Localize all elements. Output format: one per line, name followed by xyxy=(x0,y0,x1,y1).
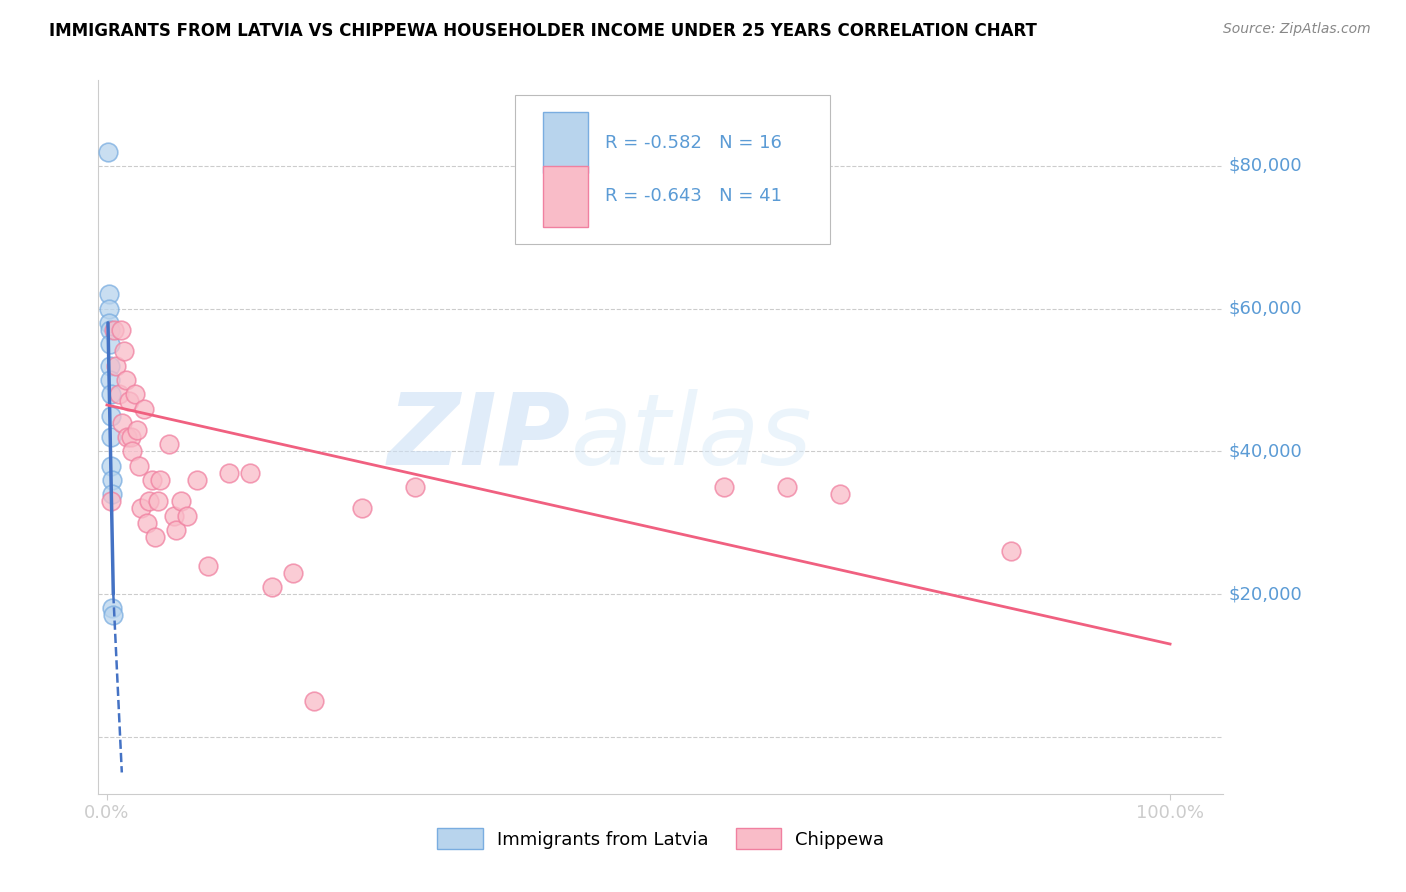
Point xyxy=(713,480,735,494)
Point xyxy=(97,145,120,159)
Point xyxy=(103,323,125,337)
Point xyxy=(98,323,121,337)
Point xyxy=(118,394,141,409)
Text: Source: ZipAtlas.com: Source: ZipAtlas.com xyxy=(1223,22,1371,37)
Point xyxy=(115,373,138,387)
Point xyxy=(218,466,240,480)
Point xyxy=(1000,544,1022,558)
Text: R = -0.643   N = 41: R = -0.643 N = 41 xyxy=(605,187,782,205)
Point xyxy=(239,466,262,480)
Text: atlas: atlas xyxy=(571,389,813,485)
Point xyxy=(98,316,121,330)
Point xyxy=(136,516,159,530)
Point xyxy=(170,494,193,508)
Point xyxy=(103,608,125,623)
Point xyxy=(110,323,132,337)
Point xyxy=(186,473,208,487)
Point xyxy=(138,494,160,508)
Point xyxy=(120,430,142,444)
Text: ZIP: ZIP xyxy=(388,389,571,485)
Point xyxy=(830,487,852,501)
Point xyxy=(98,373,121,387)
Point xyxy=(260,580,283,594)
Point xyxy=(157,437,180,451)
Point xyxy=(134,401,156,416)
Point xyxy=(98,287,121,301)
Text: $20,000: $20,000 xyxy=(1229,585,1302,603)
Text: $40,000: $40,000 xyxy=(1229,442,1302,460)
Point xyxy=(100,409,122,423)
Text: IMMIGRANTS FROM LATVIA VS CHIPPEWA HOUSEHOLDER INCOME UNDER 25 YEARS CORRELATION: IMMIGRANTS FROM LATVIA VS CHIPPEWA HOUSE… xyxy=(49,22,1038,40)
Point xyxy=(404,480,426,494)
Point xyxy=(149,473,172,487)
Point xyxy=(100,387,122,401)
Point xyxy=(98,337,121,351)
Point xyxy=(302,694,325,708)
Point xyxy=(100,494,122,508)
FancyBboxPatch shape xyxy=(543,166,588,227)
Point xyxy=(98,301,121,316)
Point xyxy=(115,430,138,444)
Point xyxy=(100,458,122,473)
Point xyxy=(112,344,135,359)
Point xyxy=(105,359,128,373)
Point xyxy=(143,530,166,544)
Point xyxy=(101,487,124,501)
Point xyxy=(98,359,121,373)
Point xyxy=(352,501,374,516)
Point xyxy=(141,473,163,487)
Point xyxy=(197,558,219,573)
Point xyxy=(176,508,198,523)
Legend: Immigrants from Latvia, Chippewa: Immigrants from Latvia, Chippewa xyxy=(430,821,891,856)
Point xyxy=(100,430,122,444)
Point xyxy=(101,601,124,615)
Point xyxy=(107,387,129,401)
Point xyxy=(129,501,152,516)
Point xyxy=(111,416,134,430)
Text: $60,000: $60,000 xyxy=(1229,300,1302,318)
Text: $80,000: $80,000 xyxy=(1229,157,1302,175)
Point xyxy=(776,480,799,494)
Point xyxy=(125,423,148,437)
Point xyxy=(101,473,124,487)
Point xyxy=(163,508,186,523)
Point xyxy=(146,494,169,508)
Point xyxy=(121,444,143,458)
Text: R = -0.582   N = 16: R = -0.582 N = 16 xyxy=(605,134,782,152)
FancyBboxPatch shape xyxy=(515,95,830,244)
Point xyxy=(124,387,146,401)
Point xyxy=(165,523,187,537)
Point xyxy=(128,458,150,473)
FancyBboxPatch shape xyxy=(543,112,588,173)
Point xyxy=(281,566,304,580)
